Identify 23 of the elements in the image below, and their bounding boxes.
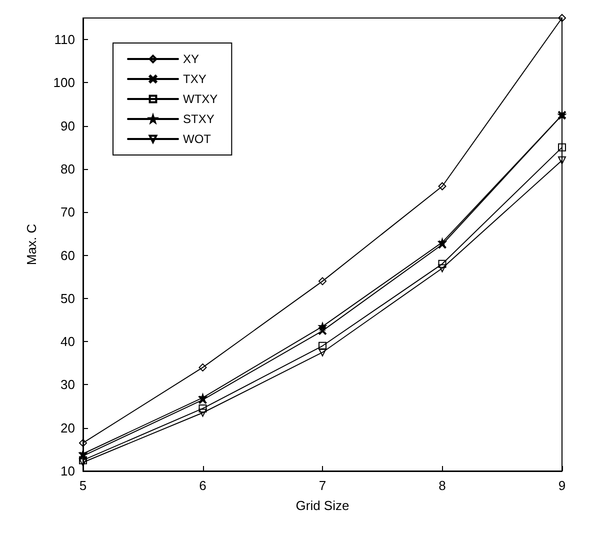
y-tick-label: 30 xyxy=(60,377,75,392)
y-tick-label: 70 xyxy=(60,204,75,220)
y-tick-label: 110 xyxy=(54,32,75,48)
y-tick-label: 80 xyxy=(60,162,75,176)
y-tick-label: 40 xyxy=(60,334,75,350)
x-tick-label: 7 xyxy=(318,478,326,493)
legend-label: STXY xyxy=(183,112,214,126)
y-tick-label: 90 xyxy=(60,118,75,134)
x-tick-label: 5 xyxy=(79,478,87,493)
y-tick-label: 100 xyxy=(53,75,75,90)
x-tick-label: 6 xyxy=(199,478,206,493)
legend-label: WOT xyxy=(183,132,212,146)
y-tick-label: 20 xyxy=(60,420,75,436)
y-tick-label: 60 xyxy=(60,248,75,263)
legend-label: WTXY xyxy=(183,92,218,106)
y-tick-label: 10 xyxy=(60,464,75,478)
y-axis-title: Max. C xyxy=(24,224,39,266)
legend-label: TXY xyxy=(183,72,206,86)
legend-label: XY xyxy=(183,52,200,66)
x-tick-label: 9 xyxy=(558,478,566,493)
x-axis-title: Grid Size xyxy=(296,498,350,513)
x-tick-label: 8 xyxy=(438,478,446,493)
y-tick-label: 50 xyxy=(60,290,75,306)
